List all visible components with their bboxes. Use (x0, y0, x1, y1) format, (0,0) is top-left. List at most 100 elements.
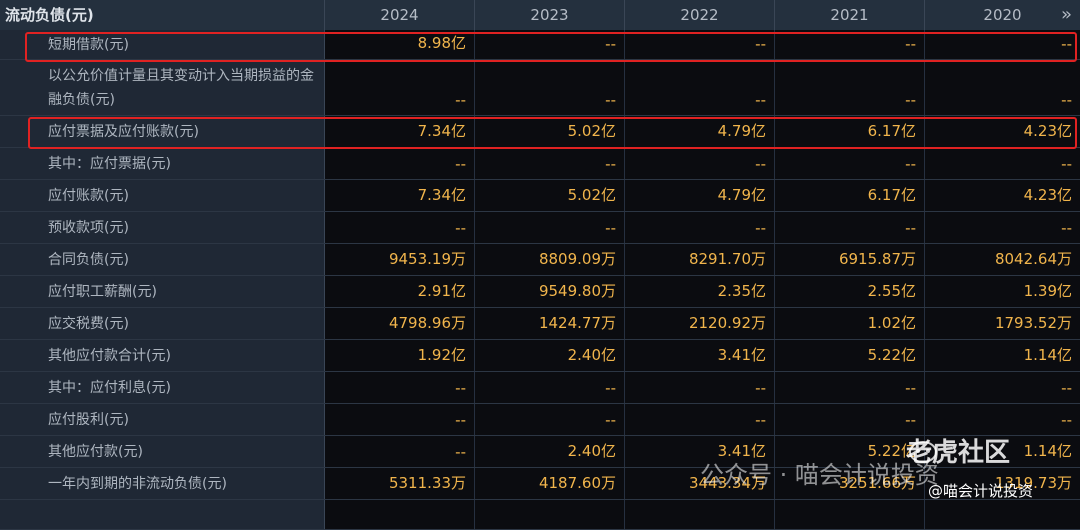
value-cell-2023: -- (475, 30, 625, 59)
value-cell-2020: 4.23亿 (1023, 186, 1072, 204)
value-cell-2024: -- (325, 436, 475, 467)
value-cell-2022: 4.79亿 (625, 180, 775, 211)
table-row: 其他应付款(元) -- 2.40亿 3.41亿 5.22亿 1.14亿 (0, 436, 1080, 468)
table-row: 其他应付款合计(元) 1.92亿 2.40亿 3.41亿 5.22亿 1.14亿 (0, 340, 1080, 372)
value-cell-2023: -- (475, 372, 625, 403)
value-cell-2021: -- (775, 148, 925, 179)
value-cell-2020: -- (1061, 411, 1072, 429)
value-cell-2023: -- (475, 148, 625, 179)
value-cell-2024: -- (325, 372, 475, 403)
table-row: 其中：应付利息(元) -- -- -- -- -- (0, 372, 1080, 404)
value-cell-2023: 4187.60万 (475, 468, 625, 499)
value-cell-2024: 7.34亿 (325, 116, 475, 147)
value-cell-2023: -- (475, 212, 625, 243)
value-cell-2022: 8291.70万 (625, 244, 775, 275)
table-row: 预收款项(元) -- -- -- -- -- (0, 212, 1080, 244)
value-cell-2024: 2.91亿 (325, 276, 475, 307)
year-2021[interactable]: 2021 (775, 0, 925, 30)
value-cell-2020: -- (1061, 35, 1072, 53)
table-header: 流动负债(元) 2024 2023 2022 2021 2020 » (0, 0, 1080, 30)
row-label: 其他应付款(元) (0, 436, 325, 467)
value-cell-2022: -- (625, 404, 775, 435)
table-row: 其中：应付票据(元) -- -- -- -- -- (0, 148, 1080, 180)
value-cell-2020: 1793.52万 (994, 314, 1072, 332)
value-cell-2021: 6.17亿 (775, 180, 925, 211)
table-row: 应交税费(元) 4798.96万 1424.77万 2120.92万 1.02亿 1793… (0, 308, 1080, 340)
value-cell-2024: 7.34亿 (325, 180, 475, 211)
watermark-brand: 老虎社区 (906, 438, 1011, 468)
value-cell-2023: 9549.80万 (475, 276, 625, 307)
year-2024[interactable]: 2024 (325, 0, 475, 30)
year-2022[interactable]: 2022 (625, 0, 775, 30)
value-cell-2022: 3443.34万 (625, 468, 775, 499)
value-cell-2021: -- (775, 404, 925, 435)
value-cell-2021: 5.22亿 (775, 340, 925, 371)
value-cell-2020: 1319.73万 (994, 474, 1072, 492)
value-cell-2024: -- (325, 60, 475, 115)
row-label: 应付股利(元) (0, 404, 325, 435)
value-cell-2021: 3251.66万 (775, 468, 925, 499)
value-cell-2020 (925, 500, 1080, 529)
value-cell-2020: 1.14亿 (1023, 442, 1072, 460)
value-cell-2020: 1.39亿 (1023, 282, 1072, 300)
value-cell-2022: 2120.92万 (625, 308, 775, 339)
value-cell-2022: -- (625, 212, 775, 243)
value-cell-2021: -- (775, 372, 925, 403)
value-cell-2021: -- (775, 212, 925, 243)
highlight-short-term-loans (25, 32, 1077, 62)
value-cell-2023: -- (475, 60, 625, 115)
table-row: 一年内到期的非流动负债(元) 5311.33万 4187.60万 3443.34万 32… (0, 468, 1080, 500)
row-label: 短期借款(元) (0, 30, 325, 59)
expand-columns-icon[interactable]: » (1060, 4, 1072, 25)
row-label: 应付职工薪酬(元) (0, 276, 325, 307)
value-cell-2024: 1.92亿 (325, 340, 475, 371)
row-label: 预收款项(元) (0, 212, 325, 243)
table-row (0, 500, 1080, 530)
value-cell-2023: 2.40亿 (475, 436, 625, 467)
value-cell-2024: 5311.33万 (325, 468, 475, 499)
value-cell-2020: -- (1061, 379, 1072, 397)
row-label: 应付账款(元) (0, 180, 325, 211)
value-cell-2020: 4.23亿 (1023, 122, 1072, 140)
value-cell-2022: 4.79亿 (625, 116, 775, 147)
value-cell-2023: 8809.09万 (475, 244, 625, 275)
watermark-handle: @喵会计说投资 (928, 482, 1034, 500)
row-label: 合同负债(元) (0, 244, 325, 275)
value-cell-2023: 5.02亿 (475, 180, 625, 211)
value-cell-2021: 6915.87万 (775, 244, 925, 275)
row-label: 其中：应付利息(元) (0, 372, 325, 403)
table-row: 应付股利(元) -- -- -- -- -- (0, 404, 1080, 436)
value-cell-2023: 2.40亿 (475, 340, 625, 371)
value-cell-2023 (475, 500, 625, 529)
row-label (0, 500, 325, 529)
value-cell-2021: -- (775, 60, 925, 115)
highlight-notes-payable (28, 117, 1077, 149)
row-label: 应付票据及应付账款(元) (0, 116, 325, 147)
value-cell-2020: 8042.64万 (994, 250, 1072, 268)
value-cell-2021: 6.17亿 (775, 116, 925, 147)
value-cell-2022 (625, 500, 775, 529)
value-cell-2024: 4798.96万 (325, 308, 475, 339)
table-row: 应付职工薪酬(元) 2.91亿 9549.80万 2.35亿 2.55亿 1.39亿 (0, 276, 1080, 308)
value-cell-2022: 2.35亿 (625, 276, 775, 307)
table-row: 以公允价值计量且其变动计入当期损益的金融负债(元) -- -- -- -- -- (0, 60, 1080, 116)
value-cell-2022: -- (625, 148, 775, 179)
table-row: 合同负债(元) 9453.19万 8809.09万 8291.70万 6915.87万 8… (0, 244, 1080, 276)
value-cell-2021: 1.02亿 (775, 308, 925, 339)
value-cell-2023: -- (475, 404, 625, 435)
year-2023[interactable]: 2023 (475, 0, 625, 30)
value-cell-2022: -- (625, 372, 775, 403)
row-label: 其中：应付票据(元) (0, 148, 325, 179)
value-cell-2021: 5.22亿 (775, 436, 925, 467)
table-row: 短期借款(元) 8.98亿 -- -- -- -- (0, 30, 1080, 60)
value-cell-2023: 1424.77万 (475, 308, 625, 339)
value-cell-2022: -- (625, 60, 775, 115)
value-cell-2024: -- (325, 148, 475, 179)
year-2020[interactable]: 2020 (983, 6, 1022, 24)
value-cell-2022: 3.41亿 (625, 340, 775, 371)
header-title: 流动负债(元) (0, 0, 325, 30)
value-cell-2022: -- (625, 30, 775, 59)
value-cell-2020: -- (1061, 155, 1072, 173)
value-cell-2024 (325, 500, 475, 529)
value-cell-2022: 3.41亿 (625, 436, 775, 467)
